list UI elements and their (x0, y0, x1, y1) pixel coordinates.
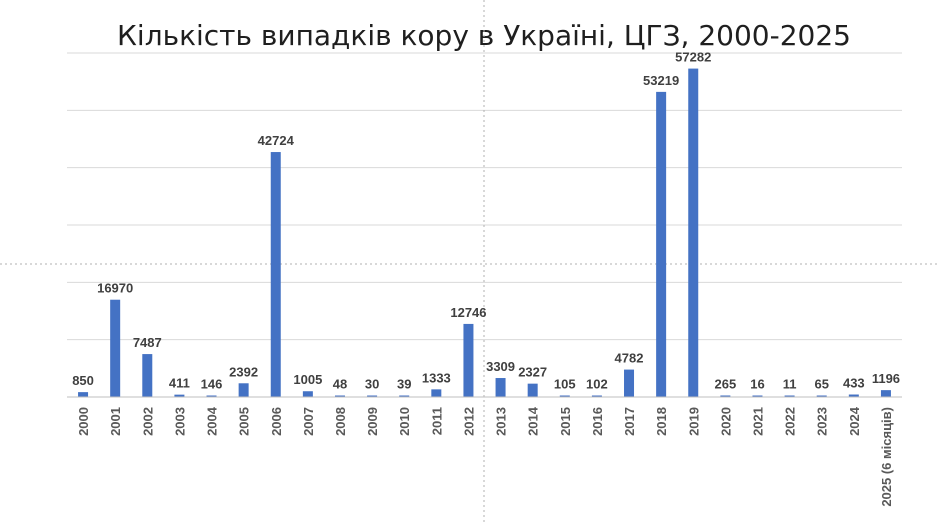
data-label: 42724 (258, 133, 295, 148)
data-label: 265 (715, 376, 737, 391)
bar (302, 391, 313, 397)
x-tick-label: 2003 (172, 407, 187, 436)
data-label: 12746 (450, 305, 486, 320)
x-tick-label: 2007 (301, 407, 316, 436)
bar (720, 395, 731, 397)
x-tick-label: 2001 (108, 407, 123, 436)
x-tick-label: 2004 (205, 406, 220, 436)
bar (816, 395, 827, 397)
data-label: 30 (365, 377, 379, 392)
data-label: 2327 (518, 365, 547, 380)
bar (784, 395, 795, 397)
data-label: 1333 (422, 370, 451, 385)
x-tick-label: 2018 (654, 407, 669, 436)
data-label: 16970 (97, 281, 133, 296)
bar (110, 299, 121, 397)
x-tick-label: 2000 (76, 407, 91, 436)
x-tick-label: 2022 (783, 407, 798, 436)
x-tick-labels: 2000 2001 2002 2003 2004 2005 2006 2007 2008 2009… (76, 406, 894, 506)
data-label: 7487 (133, 335, 162, 350)
data-labels: 850 16970 7487 411 146 2392 42724 1005 48 30 39 133… (72, 50, 900, 392)
data-label: 2392 (229, 364, 258, 379)
x-tick-label: 2023 (815, 407, 830, 436)
x-tick-label: 2002 (140, 407, 155, 436)
x-tick-label: 2009 (365, 407, 380, 436)
data-label: 411 (169, 376, 190, 391)
data-label: 16 (750, 377, 764, 392)
bar (624, 369, 635, 397)
data-label: 105 (554, 377, 576, 392)
data-label: 11 (783, 377, 797, 392)
data-label: 1005 (293, 372, 322, 387)
data-label: 850 (72, 373, 94, 388)
bar (752, 395, 763, 397)
x-tick-label: 2025 (6 місяців) (879, 407, 894, 507)
bar (206, 395, 217, 397)
data-label: 4782 (615, 351, 644, 366)
x-tick-label: 2013 (494, 407, 509, 436)
data-label: 65 (814, 377, 828, 392)
bar (527, 383, 538, 397)
bar (559, 395, 570, 397)
x-tick-label: 2005 (237, 407, 252, 436)
x-tick-label: 2011 (429, 407, 444, 435)
x-tick-label: 2020 (718, 407, 733, 436)
x-tick-label: 2017 (622, 407, 637, 436)
data-label: 57282 (675, 50, 711, 65)
x-tick-label: 2008 (333, 407, 348, 436)
bar (399, 395, 410, 397)
bar (688, 68, 699, 398)
x-tick-label: 2016 (590, 407, 605, 436)
bar (174, 394, 185, 397)
bar (848, 394, 859, 397)
data-label: 48 (333, 377, 347, 392)
bar (270, 152, 281, 397)
data-label: 3309 (486, 359, 515, 374)
x-tick-label: 2010 (397, 407, 412, 436)
x-tick-label: 2012 (461, 407, 476, 436)
bar (78, 392, 89, 397)
x-tick-label: 2021 (750, 407, 765, 436)
bar (463, 323, 474, 397)
data-label: 102 (586, 377, 608, 392)
bar (495, 378, 506, 397)
data-label: 53219 (643, 73, 679, 88)
bar (591, 395, 602, 397)
bar (142, 354, 153, 397)
data-label: 146 (201, 377, 223, 392)
x-tick-label: 2024 (847, 406, 862, 436)
x-tick-label: 2014 (526, 406, 541, 436)
data-label: 39 (397, 377, 411, 392)
bars (78, 68, 891, 398)
x-tick-label: 2019 (686, 407, 701, 436)
data-label: 1196 (872, 371, 900, 386)
bar (880, 390, 891, 397)
x-tick-label: 2015 (558, 407, 573, 436)
data-label: 433 (843, 376, 865, 391)
x-tick-label: 2006 (269, 407, 284, 436)
bar (334, 395, 345, 397)
bar (367, 395, 378, 397)
bar (656, 91, 667, 397)
bar (238, 383, 249, 397)
bar (431, 389, 442, 397)
